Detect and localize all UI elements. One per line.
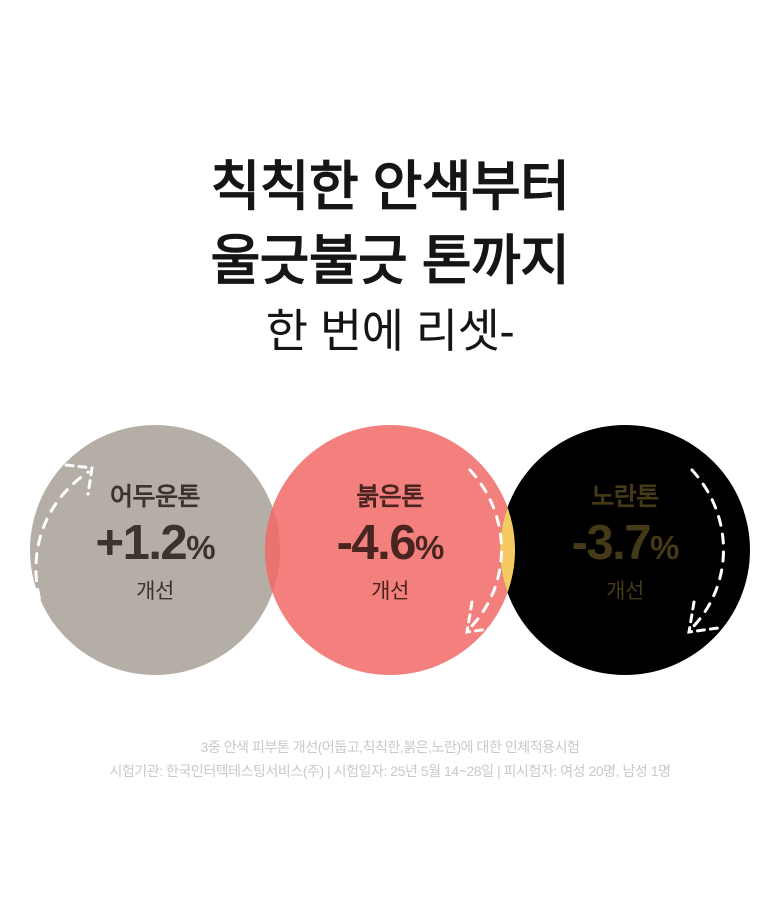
venn-circles-graphic <box>30 425 750 675</box>
arrow-down-yellow-tone <box>690 468 725 630</box>
arrowhead-down-red-tone <box>465 600 498 634</box>
circle-red-tone <box>265 425 515 675</box>
headline: 칙칙한 안색부터 울긋불긋 톤까지 한 번에 리셋- <box>0 150 780 364</box>
venn-diagram: 어두운톤 +1.2% 개선 붉은톤 -4.6% 개선 노란톤 -3.7% 개선 <box>0 424 780 676</box>
circle-yellow-tone <box>500 425 750 675</box>
headline-line-3: 한 번에 리셋- <box>265 305 515 357</box>
footnote-line-1: 3중 안색 피부톤 개선(어둡고,칙칙한,붉은,노란)에 대한 인체적용시험 <box>200 739 580 755</box>
arrowhead-up-dark-tone <box>64 463 94 496</box>
headline-line-1: 칙칙한 안색부터 <box>210 157 570 217</box>
circle-dark-tone <box>30 425 280 675</box>
footnote-line-2: 시험기관: 한국인터텍테스팅서비스(주) | 시험일자: 25년 5월 14~2… <box>109 763 671 779</box>
arrowhead-down-yellow-tone <box>687 600 720 634</box>
headline-line-2: 울긋불긋 톤까지 <box>210 231 570 291</box>
arrow-down-red-tone <box>468 468 503 630</box>
arrow-up-dark-tone <box>34 470 90 634</box>
footnotes: 3중 안색 피부톤 개선(어둡고,칙칙한,붉은,노란)에 대한 인체적용시험 시… <box>0 735 780 783</box>
